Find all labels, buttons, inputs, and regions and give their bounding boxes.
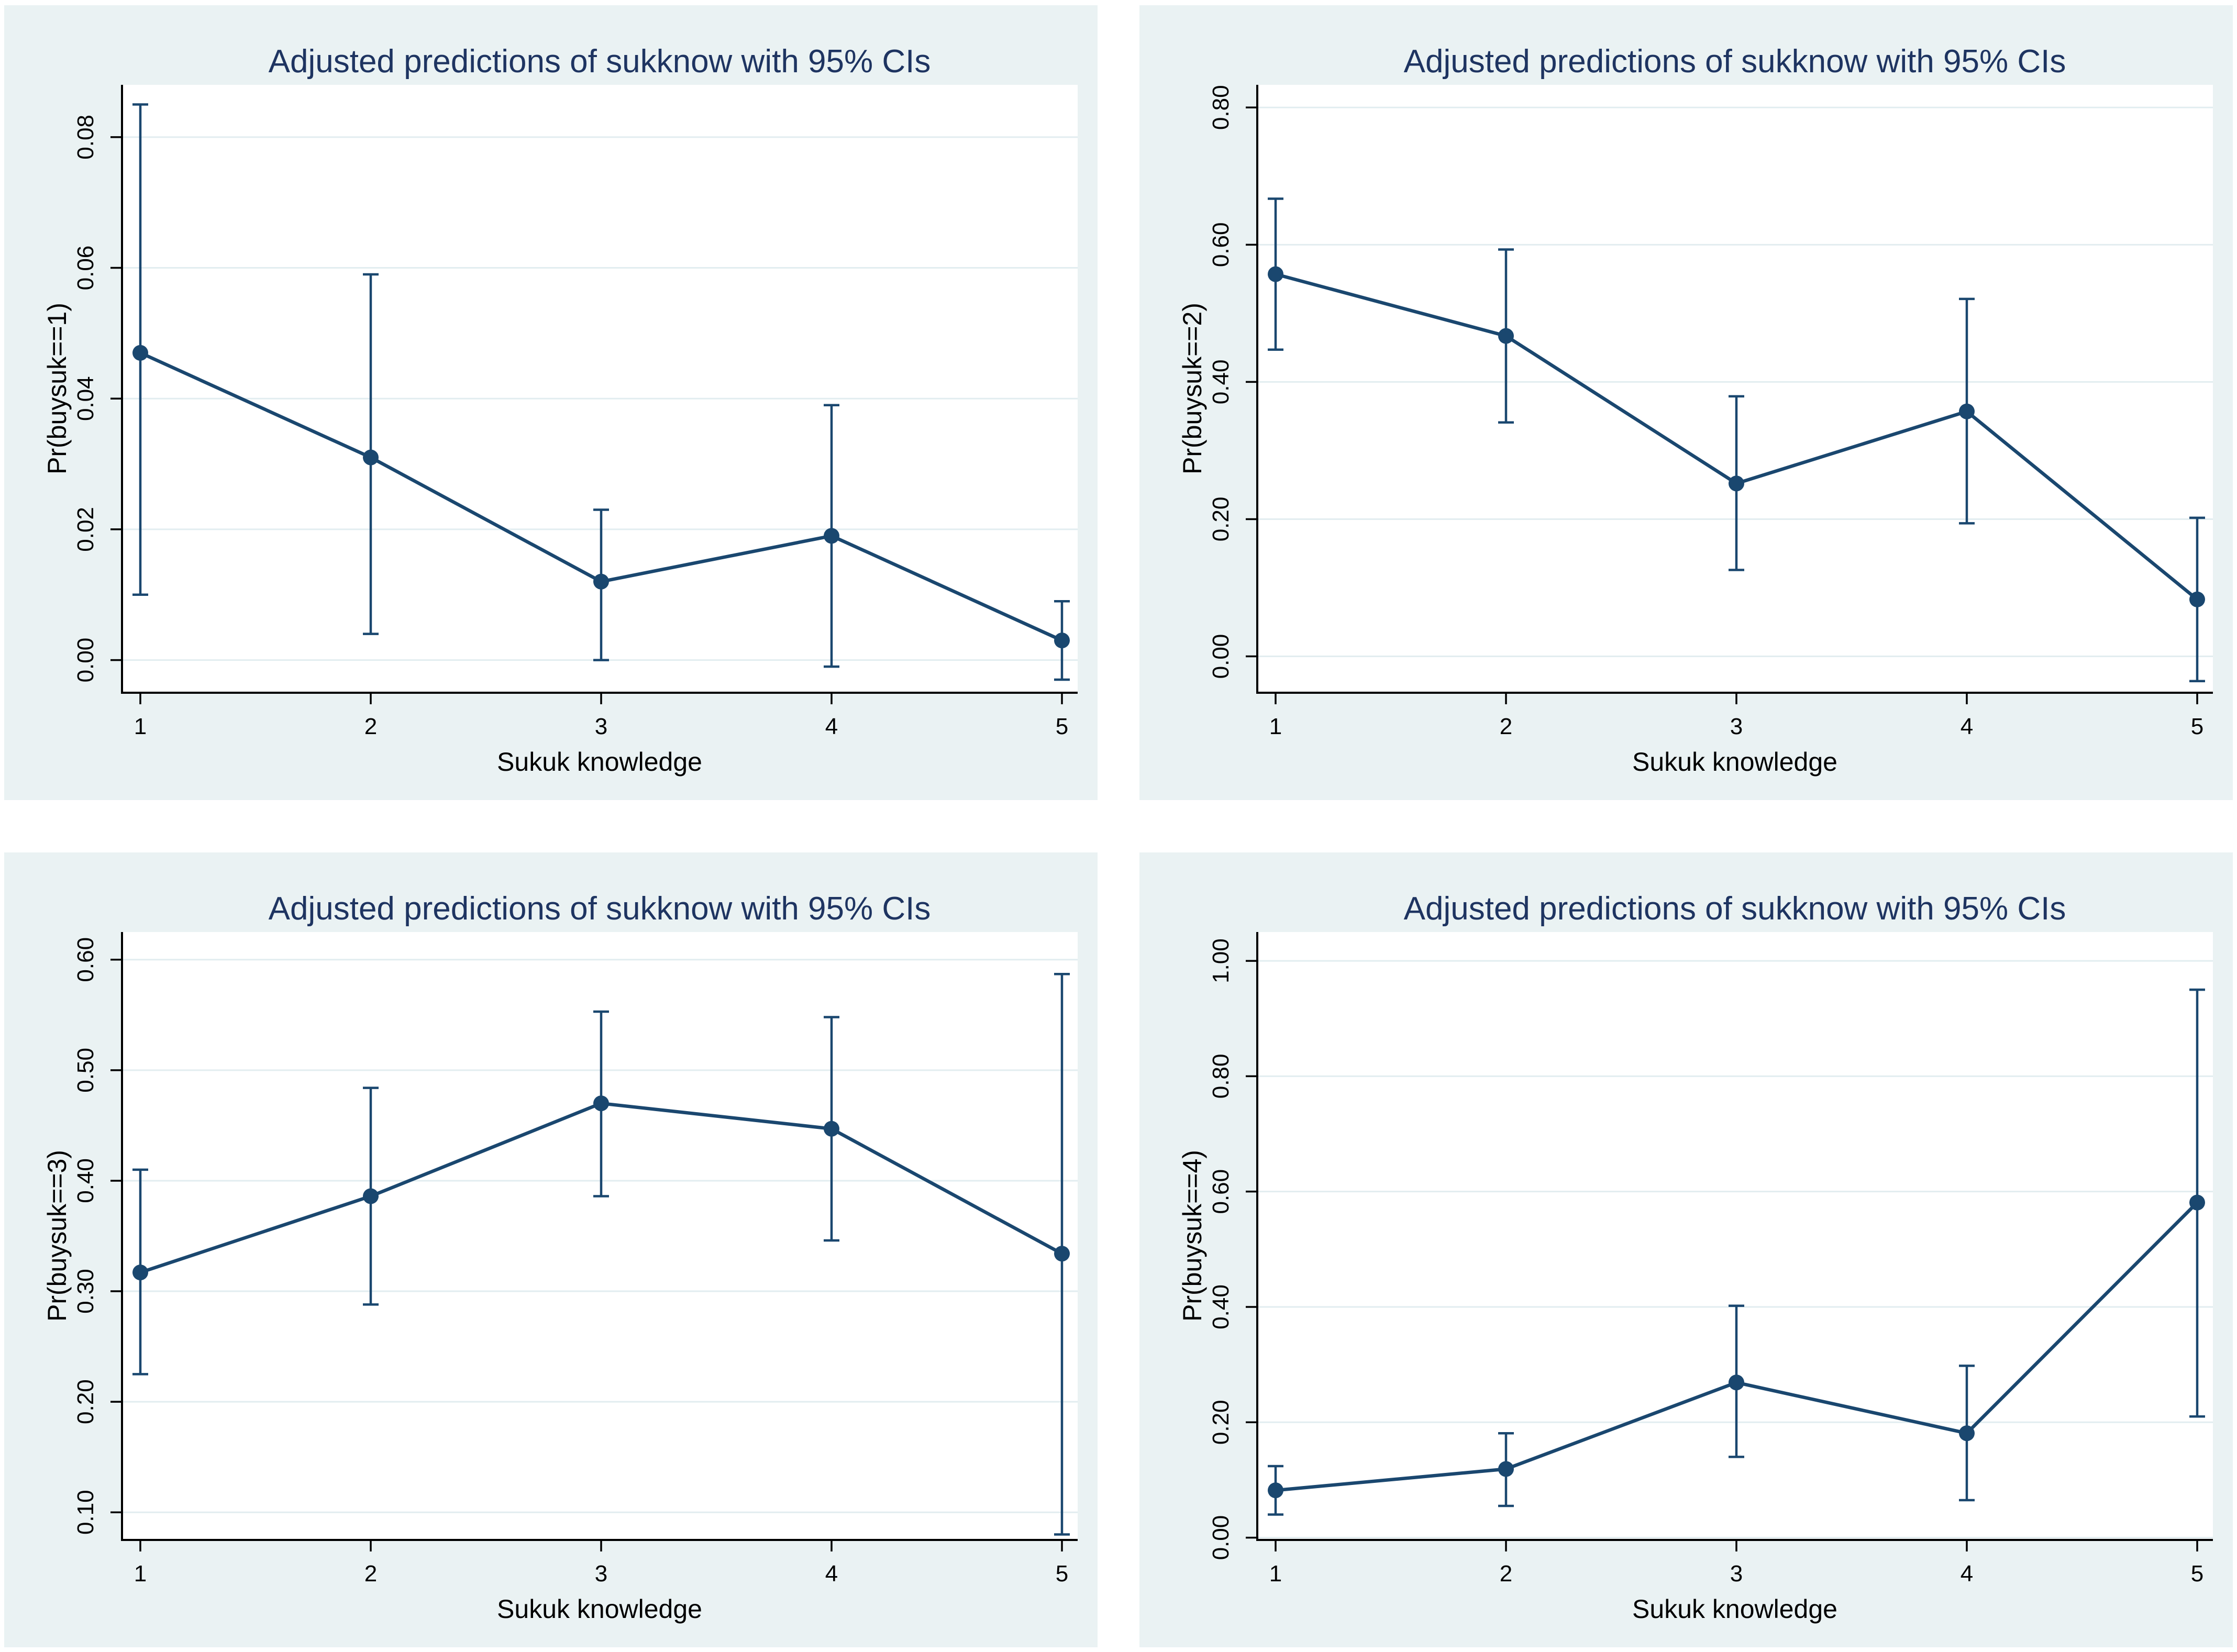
y-tick-label: 1.00 (1208, 938, 1234, 983)
x-tick-label: 5 (1056, 714, 1068, 739)
data-point (1959, 1425, 1975, 1442)
data-point (1268, 1482, 1283, 1499)
x-tick-label: 5 (2191, 1561, 2203, 1587)
x-axis-title: Sukuk knowledge (1632, 747, 1837, 777)
x-tick-label: 2 (1500, 1561, 1512, 1587)
x-axis-title: Sukuk knowledge (1632, 1594, 1837, 1624)
data-point (1268, 266, 1283, 282)
plot-layer: 0.00 0.20 0.40 0.60 0.80 1 2 3 4 5 (1208, 85, 2213, 739)
chart-canvas: 0.00 0.20 0.40 0.60 0.80 1.00 1 2 3 4 5 Adjusted p… (1178, 891, 2213, 1624)
data-point (1959, 403, 1975, 419)
y-tick-label: 0.60 (1208, 1169, 1234, 1214)
y-tick-label: 0.20 (1208, 1400, 1234, 1445)
y-tick-label: 0.30 (73, 1269, 98, 1314)
data-point (824, 528, 839, 544)
x-tick-label: 2 (364, 714, 377, 739)
data-point (1054, 633, 1070, 649)
chart-title: Adjusted predictions of sukknow with 95%… (1404, 43, 2066, 80)
y-tick-label: 0.40 (1208, 1284, 1234, 1329)
x-tick-label: 3 (595, 1561, 607, 1587)
y-tick-label: 0.20 (73, 1379, 98, 1424)
x-tick-label: 1 (134, 1561, 147, 1587)
chart-panel-4: 0.00 0.20 0.40 0.60 0.80 1.00 1 2 3 4 5 Adjusted p… (1139, 852, 2233, 1647)
plot-area (122, 932, 1078, 1540)
y-tick-label: 0.08 (73, 115, 98, 160)
y-tick-label: 0.80 (1208, 85, 1234, 130)
x-tick-label: 3 (1730, 1561, 1743, 1587)
chart-panel-2: 0.00 0.20 0.40 0.60 0.80 1 2 3 4 5 Adjusted predi… (1139, 5, 2233, 800)
chart-canvas: 0.00 0.20 0.40 0.60 0.80 1 2 3 4 5 Adjusted predi… (1178, 43, 2213, 777)
y-tick-label: 0.40 (73, 1158, 98, 1203)
data-point (132, 345, 148, 361)
y-axis-title: Pr(buysuk==2) (1178, 303, 1207, 474)
y-tick-label: 0.00 (1208, 634, 1234, 679)
x-tick-label: 4 (825, 1561, 838, 1587)
chart-title: Adjusted predictions of sukknow with 95%… (269, 43, 931, 80)
chart-canvas: 0.10 0.20 0.30 0.40 0.50 0.60 1 2 3 4 5 Adjusted p… (42, 891, 1078, 1624)
data-point (2189, 591, 2205, 607)
plot-area (1257, 85, 2213, 693)
x-tick-label: 1 (1269, 1561, 1282, 1587)
y-tick-label: 0.04 (73, 376, 98, 421)
data-point (1498, 1461, 1514, 1477)
data-point (1729, 475, 1744, 492)
x-axis-title: Sukuk knowledge (497, 1594, 702, 1624)
y-tick-label: 0.80 (1208, 1054, 1234, 1099)
x-tick-label: 3 (1730, 714, 1743, 739)
plot-area (122, 85, 1078, 693)
y-tick-label: 0.60 (73, 937, 98, 982)
data-point (363, 1188, 379, 1204)
y-tick-label: 0.10 (73, 1490, 98, 1535)
x-tick-label: 1 (1269, 714, 1282, 739)
y-axis-title: Pr(buysuk==3) (42, 1150, 72, 1322)
y-tick-label: 0.50 (73, 1048, 98, 1093)
plot-area (1257, 932, 2213, 1540)
y-tick-label: 0.02 (73, 507, 98, 552)
y-tick-label: 0.06 (73, 246, 98, 291)
plot-layer: 0.00 0.20 0.40 0.60 0.80 1.00 1 2 3 4 5 (1208, 932, 2213, 1587)
x-tick-label: 3 (595, 714, 607, 739)
x-tick-label: 4 (825, 714, 838, 739)
x-tick-label: 4 (1961, 714, 1973, 739)
data-point (593, 573, 609, 590)
y-axis-title: Pr(buysuk==4) (1178, 1150, 1207, 1322)
x-tick-label: 5 (2191, 714, 2203, 739)
data-point (132, 1265, 148, 1281)
chart-panel-3: 0.10 0.20 0.30 0.40 0.50 0.60 1 2 3 4 5 Adjusted p… (4, 852, 1098, 1647)
plot-layer: 0.10 0.20 0.30 0.40 0.50 0.60 1 2 3 4 5 (73, 932, 1078, 1587)
y-tick-label: 0.20 (1208, 497, 1234, 542)
data-point (363, 449, 379, 465)
x-axis-title: Sukuk knowledge (497, 747, 702, 777)
x-tick-label: 1 (134, 714, 147, 739)
y-tick-label: 0.40 (1208, 360, 1234, 405)
x-tick-label: 2 (1500, 714, 1512, 739)
chart-canvas: 0.00 0.02 0.04 0.06 0.08 1 2 3 4 5 Adjusted predi… (42, 43, 1078, 777)
plot-layer: 0.00 0.02 0.04 0.06 0.08 1 2 3 4 5 (73, 85, 1078, 739)
data-point (1054, 1246, 1070, 1262)
data-point (2189, 1194, 2205, 1211)
y-tick-label: 0.00 (1208, 1515, 1234, 1560)
x-tick-label: 2 (364, 1561, 377, 1587)
data-point (1729, 1374, 1744, 1391)
y-tick-label: 0.00 (73, 638, 98, 683)
data-point (824, 1121, 839, 1137)
data-point (1498, 328, 1514, 344)
x-tick-label: 4 (1961, 1561, 1973, 1587)
x-tick-label: 5 (1056, 1561, 1068, 1587)
y-axis-title: Pr(buysuk==1) (42, 303, 72, 474)
y-tick-label: 0.60 (1208, 222, 1234, 267)
chart-title: Adjusted predictions of sukknow with 95%… (269, 891, 931, 927)
chart-title: Adjusted predictions of sukknow with 95%… (1404, 891, 2066, 927)
data-point (593, 1095, 609, 1112)
chart-panel-1: 0.00 0.02 0.04 0.06 0.08 1 2 3 4 5 Adjusted predi… (4, 5, 1098, 800)
